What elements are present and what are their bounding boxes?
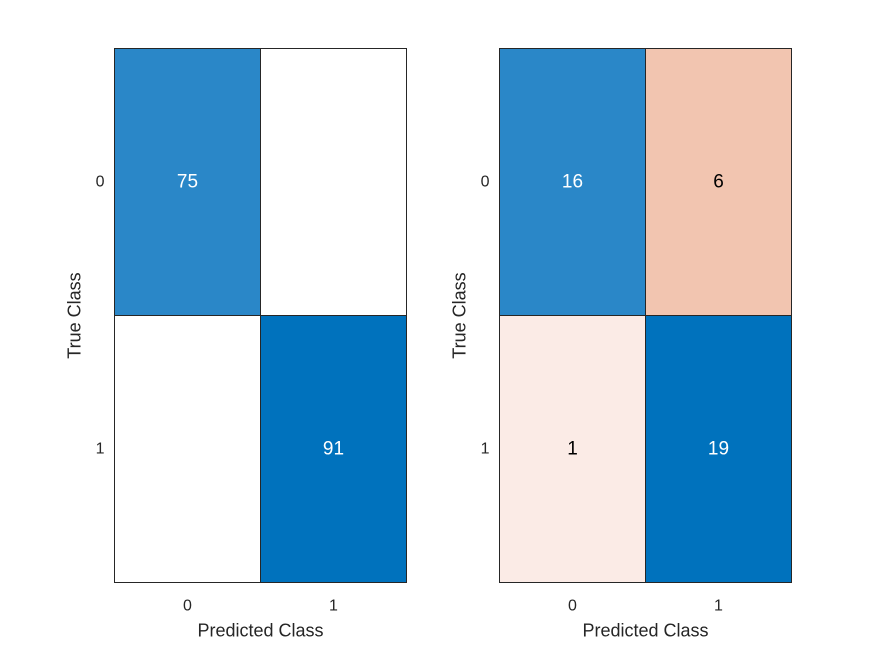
confusion-matrix-2: 16 6 1 19 0 1 0 1 Predicted Class True Class	[450, 48, 792, 641]
x-tick-label: 0	[183, 598, 192, 615]
y-tick-label: 1	[96, 441, 105, 458]
cell-value-label: 91	[323, 439, 344, 460]
confusion-matrix-1: 75 91 0 1 0 1 Predicted Class True Class	[65, 48, 407, 641]
matrix-cell	[260, 48, 407, 316]
cell-value-label: 1	[567, 439, 578, 460]
x-tick-label: 0	[568, 598, 577, 615]
matrix-cell	[645, 48, 792, 316]
matrix-cell	[499, 48, 646, 316]
matrix-cell	[260, 315, 407, 583]
cell-value-label: 6	[713, 172, 724, 193]
cell-value-label: 19	[708, 439, 729, 460]
x-tick-label: 1	[714, 598, 723, 615]
matrix-cell	[645, 315, 792, 583]
cell-value-label: 16	[562, 172, 583, 193]
x-axis-label: Predicted Class	[582, 621, 708, 641]
y-axis-label: True Class	[450, 272, 470, 358]
y-tick-label: 1	[481, 441, 490, 458]
axes-frame	[114, 48, 407, 583]
y-axis-label: True Class	[65, 272, 85, 358]
y-tick-label: 0	[481, 174, 490, 191]
matrix-cell	[499, 315, 646, 583]
x-tick-label: 1	[329, 598, 338, 615]
cell-value-label: 75	[177, 172, 198, 193]
matrix-cell	[114, 315, 261, 583]
y-tick-label: 0	[96, 174, 105, 191]
matrix-cell	[114, 48, 261, 316]
axes-frame	[499, 48, 792, 583]
x-axis-label: Predicted Class	[197, 621, 323, 641]
